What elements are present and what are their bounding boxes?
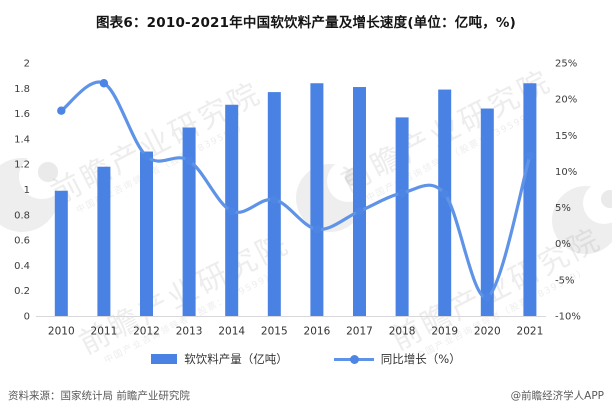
left-axis-tick: 2 <box>24 59 30 70</box>
left-axis-tick: 1.2 <box>14 160 30 171</box>
x-axis-label-2011: 2011 <box>91 326 118 338</box>
line-marker-2019 <box>440 189 449 199</box>
right-axis-tick: 0% <box>555 239 571 250</box>
line-marker-2020 <box>483 293 492 302</box>
left-axis-tick: 1.8 <box>14 84 30 95</box>
line-marker-2018 <box>397 188 407 198</box>
chart-title: 图表6：2010-2021年中国软饮料产量及增长速度(单位：亿吨，%) <box>95 15 516 31</box>
left-axis-tick: 0.4 <box>14 261 30 272</box>
footer: 资料来源：国家统计局 前瞻产业研究院 @前瞻经济学人APP <box>8 388 604 403</box>
x-axis-label-2021: 2021 <box>517 326 544 338</box>
legend-line-marker <box>349 355 359 364</box>
left-axis-tick: 0.8 <box>14 210 30 221</box>
left-axis-tick: 1 <box>24 185 30 196</box>
plot-area: 0 0.2 0.4 0.6 0.8 1 1.2 1.4 1.6 1.8 2 -10% -5% 0% 5% 10… <box>14 59 581 338</box>
left-axis-tick: 0.2 <box>14 286 30 297</box>
bar-2021 <box>523 83 537 316</box>
left-axis-tick: 1.4 <box>14 134 30 145</box>
right-axis-tick: -10% <box>555 312 581 323</box>
line-marker-2010 <box>57 106 66 115</box>
x-axis-label-2016: 2016 <box>304 326 331 338</box>
line-marker-2016 <box>312 225 322 234</box>
x-axis-label-2014: 2014 <box>218 326 245 338</box>
x-axis-label-2019: 2019 <box>431 326 458 338</box>
right-axis-tick: 15% <box>555 131 577 142</box>
bar-2020 <box>480 108 494 316</box>
line-marker-2013 <box>184 156 194 165</box>
bar-2015 <box>267 92 281 316</box>
left-axis-tick: 0.6 <box>14 236 30 247</box>
line-marker-2014 <box>227 206 236 216</box>
left-axis-tick: 0 <box>24 312 30 323</box>
right-axis-tick: 25% <box>555 59 577 70</box>
line-marker-2011 <box>99 79 109 88</box>
x-axis-label-2013: 2013 <box>176 326 203 338</box>
line-marker-2015 <box>270 195 279 204</box>
x-axis-label-2017: 2017 <box>346 326 373 338</box>
legend-item-label: 软饮料产量（亿吨） <box>184 352 288 366</box>
line-marker-2012 <box>142 152 151 161</box>
bar-2017 <box>353 87 366 316</box>
bar-2016 <box>310 83 324 316</box>
bar-2019 <box>438 89 452 316</box>
x-axis-label-2018: 2018 <box>389 326 416 338</box>
bar-2013 <box>182 127 196 316</box>
line-marker-2021 <box>525 151 535 160</box>
source-text: 资料来源：国家统计局 前瞻产业研究院 <box>8 390 190 402</box>
legend-line-swatch <box>333 354 374 364</box>
credit-text: @前瞻经济学人APP <box>510 390 604 402</box>
legend-bar-swatch <box>151 354 178 364</box>
bar-2018 <box>395 117 409 317</box>
x-axis-label-2020: 2020 <box>474 326 501 338</box>
x-axis-label-2015: 2015 <box>261 326 288 338</box>
x-axis-label-2012: 2012 <box>133 326 160 338</box>
left-axis-tick: 1.6 <box>14 109 30 120</box>
right-axis-tick: 10% <box>555 167 577 178</box>
legend-item-growth: 同比增长（%） <box>333 351 461 367</box>
bar-2012 <box>140 151 153 316</box>
legend-item-production: 软饮料产量（亿吨） <box>151 351 288 367</box>
bar-2011 <box>97 166 111 316</box>
line-marker-2017 <box>355 206 364 216</box>
right-axis-tick: -5% <box>555 275 574 286</box>
legend: 软饮料产量（亿吨） 同比增长（%） <box>0 349 612 369</box>
growth-line <box>59 80 532 299</box>
right-axis-tick: 5% <box>555 203 571 214</box>
legend-item-label: 同比增长（%） <box>380 352 461 366</box>
bar-2010 <box>54 190 68 316</box>
x-axis-label-2010: 2010 <box>48 326 75 338</box>
right-axis-tick: 20% <box>555 95 577 106</box>
